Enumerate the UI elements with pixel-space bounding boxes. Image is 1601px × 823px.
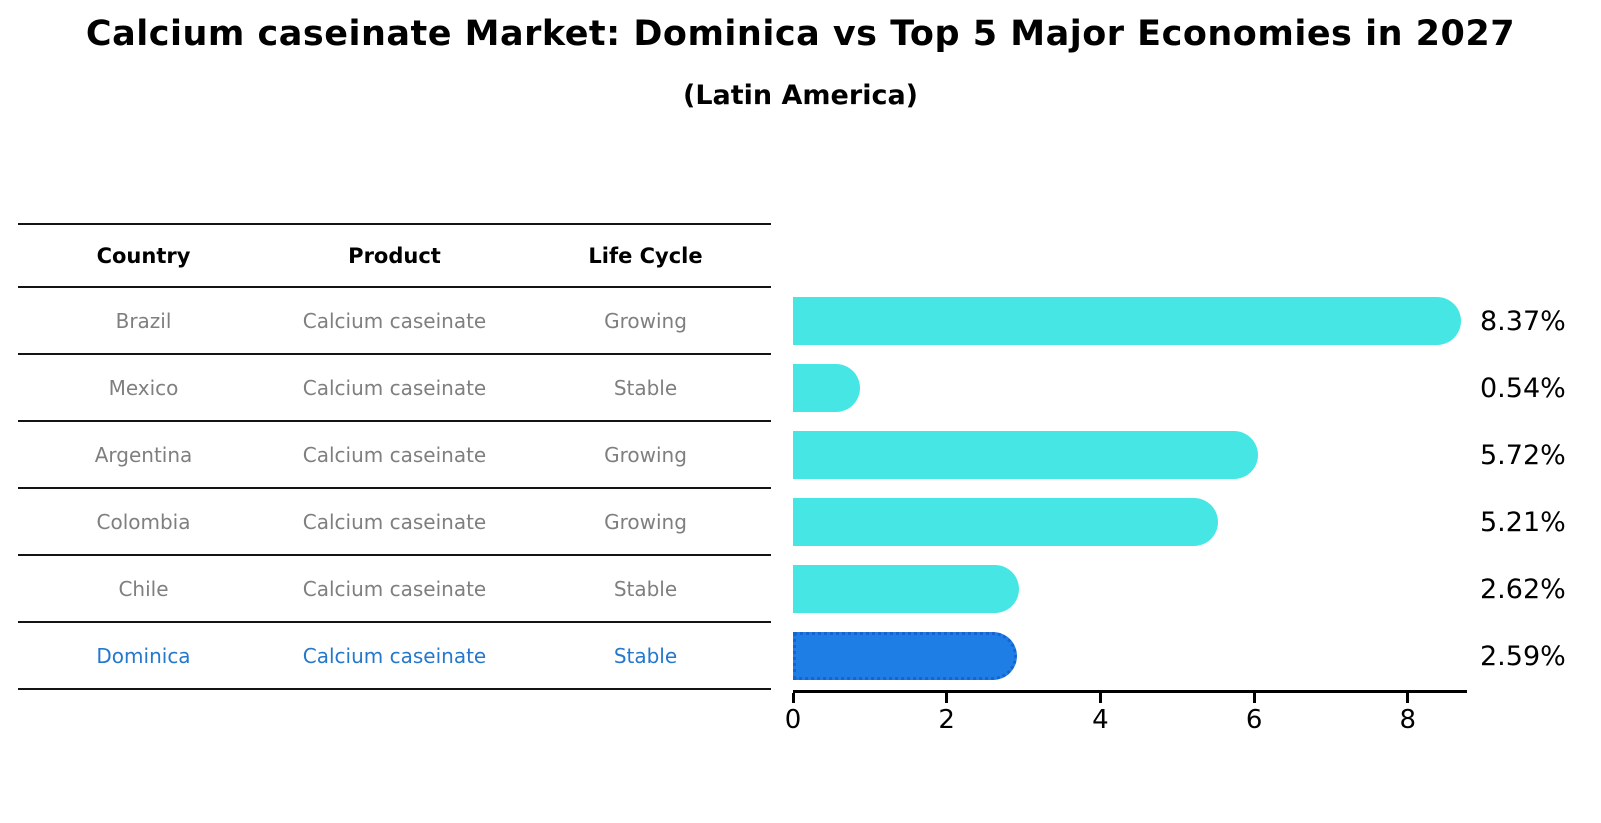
bar-row-brazil: 8.37% (793, 288, 1566, 355)
header-product: Product (348, 243, 441, 268)
bar-chart: 8.37% 0.54% 5.72% 5.21% 2.62% 2.59% 0 2 4 6… (785, 223, 1566, 735)
bar-chile (793, 565, 1020, 613)
bar-colombia (793, 498, 1219, 546)
bar-brazil (793, 297, 1462, 345)
bar-row-chile: 2.62% (793, 556, 1566, 623)
cell-country: Dominica (96, 643, 191, 668)
bar-value-label: 2.59% (1480, 641, 1566, 672)
table-header-row: Country Product Life Cycle (18, 223, 771, 288)
comparison-table: Country Product Life Cycle Brazil Calciu… (18, 223, 771, 690)
x-axis-tick-label: 8 (1399, 705, 1417, 735)
table-row-brazil: Brazil Calcium caseinate Growing (18, 288, 771, 355)
cell-life-cycle: Stable (613, 576, 678, 601)
header-life-cycle: Life Cycle (588, 243, 703, 268)
cell-country: Argentina (94, 442, 193, 467)
bar-series: 8.37% 0.54% 5.72% 5.21% 2.62% 2.59% (793, 288, 1566, 690)
bar-row-argentina: 5.72% (793, 422, 1566, 489)
cell-country: Mexico (108, 375, 179, 400)
bar-value-label: 2.62% (1480, 574, 1566, 605)
bar-row-colombia: 5.21% (793, 489, 1566, 556)
x-axis-tick-label: 4 (1092, 705, 1109, 735)
cell-product: Calcium caseinate (302, 576, 487, 601)
x-axis-tick (945, 693, 949, 703)
page-subtitle: (Latin America) (682, 80, 919, 111)
bar-value-label: 8.37% (1480, 306, 1566, 337)
cell-product: Calcium caseinate (302, 308, 487, 333)
page-title: Calcium caseinate Market: Dominica vs To… (85, 14, 1516, 54)
table-row-mexico: Mexico Calcium caseinate Stable (18, 355, 771, 422)
bar-argentina (793, 431, 1258, 479)
cell-product: Calcium caseinate (302, 442, 487, 467)
cell-life-cycle: Growing (604, 442, 687, 467)
bar-row-dominica: 2.59% (793, 623, 1566, 690)
bar-value-label: 0.54% (1480, 373, 1566, 404)
x-axis-tick-label: 0 (784, 705, 802, 735)
x-axis-tick (791, 693, 795, 703)
table-row-dominica-highlighted: Dominica Calcium caseinate Stable (18, 623, 771, 690)
x-axis-tick-label: 2 (938, 705, 955, 735)
table-row-argentina: Argentina Calcium caseinate Growing (18, 422, 771, 489)
cell-product: Calcium caseinate (302, 509, 487, 534)
cell-life-cycle: Growing (604, 308, 687, 333)
x-axis-tick-label: 6 (1245, 705, 1263, 735)
cell-product: Calcium caseinate (302, 643, 487, 668)
header-country: Country (96, 243, 191, 268)
cell-product: Calcium caseinate (302, 375, 487, 400)
bar-dominica-highlighted (793, 632, 1018, 680)
cell-life-cycle: Stable (613, 643, 678, 668)
table-row-colombia: Colombia Calcium caseinate Growing (18, 489, 771, 556)
cell-country: Brazil (115, 308, 172, 333)
table-row-chile: Chile Calcium caseinate Stable (18, 556, 771, 623)
x-axis-tick (1252, 693, 1256, 703)
bar-mexico (793, 364, 860, 412)
bar-value-label: 5.21% (1480, 507, 1566, 538)
cell-life-cycle: Stable (613, 375, 678, 400)
x-axis-tick (1406, 693, 1410, 703)
x-axis-tick (1098, 693, 1102, 703)
bar-row-mexico: 0.54% (793, 355, 1566, 422)
cell-life-cycle: Growing (604, 509, 687, 534)
cell-country: Chile (118, 576, 169, 601)
bar-value-label: 5.72% (1480, 440, 1566, 471)
cell-country: Colombia (96, 509, 191, 534)
